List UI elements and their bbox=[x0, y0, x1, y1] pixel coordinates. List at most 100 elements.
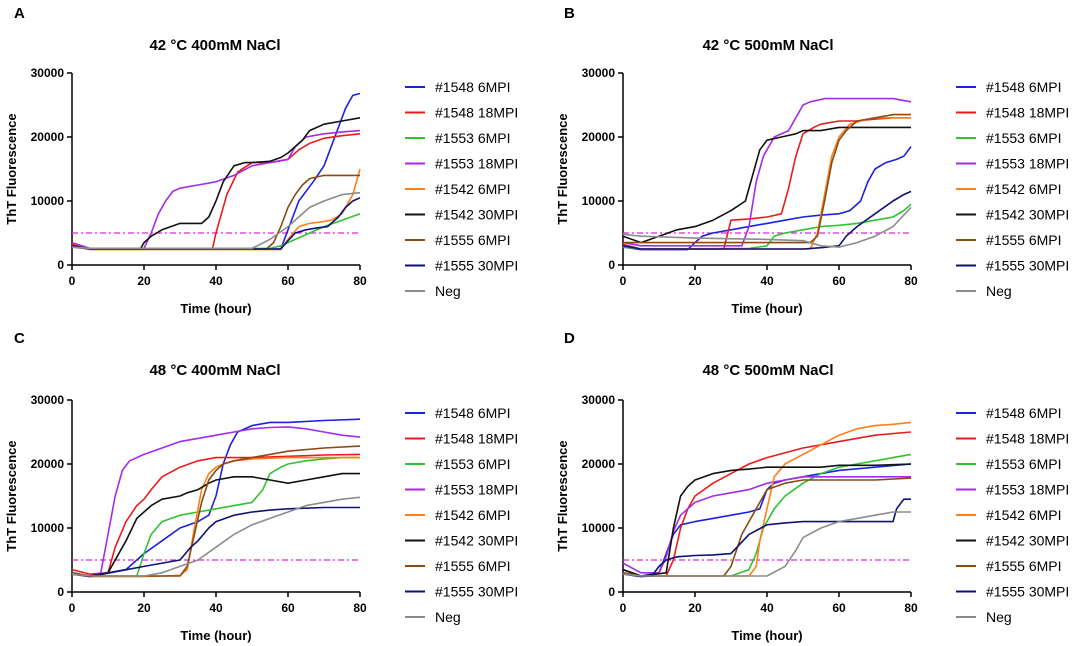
series-line-1548-6mpi bbox=[622, 146, 912, 251]
chart-panel-d: D 48 °C 500mM NaCl ThT Fluorescence Time (h… bbox=[555, 330, 1069, 643]
legend-label: #1555 6MPI bbox=[435, 232, 511, 248]
chart-panel-a: A 42 °C 400mM NaCl ThT Fluorescence Time (h… bbox=[4, 5, 518, 316]
panel-letter: D bbox=[564, 330, 575, 347]
series-line-1555-30mpi bbox=[71, 197, 361, 250]
x-tick-label: 40 bbox=[209, 274, 223, 288]
x-tick-label: 20 bbox=[688, 274, 702, 288]
y-tick-label: 0 bbox=[57, 258, 64, 272]
series-line-1548-6mpi bbox=[71, 92, 361, 250]
legend-label: Neg bbox=[435, 609, 461, 625]
legend-label: #1555 30MPI bbox=[435, 258, 518, 274]
series-line-1555-6mpi bbox=[622, 477, 912, 577]
y-tick-label: 20000 bbox=[582, 130, 616, 144]
y-tick-label: 20000 bbox=[582, 457, 616, 471]
legend-label: #1555 30MPI bbox=[986, 258, 1069, 274]
y-tick-label: 0 bbox=[57, 585, 64, 599]
series-line-1542-30mpi bbox=[71, 117, 361, 250]
series-line-1542-6mpi bbox=[622, 421, 912, 577]
x-tick-label: 20 bbox=[137, 601, 151, 615]
y-tick-label: 10000 bbox=[31, 521, 65, 535]
y-axis-label: ThT Fluorescence bbox=[555, 440, 570, 551]
legend-label: #1553 18MPI bbox=[435, 156, 518, 172]
legend-label: #1555 6MPI bbox=[435, 558, 511, 574]
x-tick-label: 60 bbox=[281, 601, 295, 615]
y-tick-label: 20000 bbox=[31, 130, 65, 144]
legend-label: #1553 18MPI bbox=[986, 482, 1069, 498]
x-tick-label: 80 bbox=[353, 601, 367, 615]
legend-label: Neg bbox=[986, 609, 1012, 625]
y-axis-label: ThT Fluorescence bbox=[555, 113, 570, 224]
legend-label: #1553 18MPI bbox=[986, 156, 1069, 172]
x-tick-label: 0 bbox=[69, 601, 76, 615]
series-line-1548-18mpi bbox=[71, 133, 361, 250]
x-tick-label: 60 bbox=[832, 274, 846, 288]
series-line-1548-6mpi bbox=[71, 418, 361, 577]
series-line-1555-6mpi bbox=[71, 445, 361, 577]
legend-label: Neg bbox=[435, 283, 461, 299]
legend-label: #1542 30MPI bbox=[986, 533, 1069, 549]
x-tick-label: 40 bbox=[760, 274, 774, 288]
x-tick-label: 0 bbox=[620, 274, 627, 288]
x-tick-label: 80 bbox=[353, 274, 367, 288]
legend-label: #1548 6MPI bbox=[986, 405, 1062, 421]
chart-panel-b: B 42 °C 500mM NaCl ThT Fluorescence Time (h… bbox=[555, 5, 1069, 316]
legend-label: #1542 6MPI bbox=[435, 181, 511, 197]
series-line-1553-18mpi bbox=[71, 426, 361, 577]
panel-letter: C bbox=[14, 330, 25, 347]
series-line-1555-30mpi bbox=[71, 506, 360, 578]
legend-label: #1548 18MPI bbox=[986, 105, 1069, 121]
series-line-1555-6mpi bbox=[71, 174, 360, 250]
legend-label: #1542 6MPI bbox=[986, 507, 1062, 523]
legend-label: #1548 18MPI bbox=[986, 431, 1069, 447]
x-tick-label: 0 bbox=[620, 601, 627, 615]
series-line-1553-6mpi bbox=[71, 456, 360, 577]
series-line-1553-6mpi bbox=[622, 203, 912, 250]
x-tick-label: 60 bbox=[281, 274, 295, 288]
x-tick-label: 80 bbox=[904, 274, 918, 288]
legend-label: #1555 30MPI bbox=[435, 584, 518, 600]
series-line-1542-30mpi bbox=[622, 126, 911, 244]
legend-label: #1548 6MPI bbox=[435, 405, 511, 421]
legend-label: #1548 6MPI bbox=[986, 79, 1062, 95]
y-tick-label: 10000 bbox=[582, 194, 616, 208]
y-tick-label: 30000 bbox=[582, 66, 616, 80]
legend-label: #1555 6MPI bbox=[986, 232, 1062, 248]
legend-label: #1548 18MPI bbox=[435, 105, 518, 121]
legend-label: #1553 6MPI bbox=[435, 130, 511, 146]
chart-panel-c: C 48 °C 400mM NaCl ThT Fluorescence Time (h… bbox=[4, 330, 518, 643]
y-axis-label: ThT Fluorescence bbox=[4, 440, 19, 551]
y-tick-label: 30000 bbox=[582, 393, 616, 407]
x-tick-label: 20 bbox=[688, 601, 702, 615]
x-tick-label: 80 bbox=[904, 601, 918, 615]
legend-label: #1542 6MPI bbox=[435, 507, 511, 523]
x-tick-label: 0 bbox=[69, 274, 76, 288]
x-tick-label: 60 bbox=[832, 601, 846, 615]
legend-label: #1553 6MPI bbox=[435, 456, 511, 472]
series-line-1553-6mpi bbox=[622, 453, 912, 577]
x-tick-label: 20 bbox=[137, 274, 151, 288]
chart-title: 42 °C 400mM NaCl bbox=[149, 37, 280, 54]
series-line-1542-30mpi bbox=[71, 472, 360, 577]
legend-label: #1555 30MPI bbox=[986, 584, 1069, 600]
legend-label: #1542 30MPI bbox=[986, 207, 1069, 223]
legend-label: #1553 6MPI bbox=[986, 130, 1062, 146]
y-tick-label: 30000 bbox=[31, 66, 65, 80]
y-tick-label: 30000 bbox=[31, 393, 65, 407]
y-axis-label: ThT Fluorescence bbox=[4, 113, 19, 224]
legend-label: #1542 6MPI bbox=[986, 181, 1062, 197]
series-line-1553-18mpi bbox=[622, 97, 912, 247]
legend-label: #1542 30MPI bbox=[435, 533, 518, 549]
series-line-1555-30mpi bbox=[622, 190, 912, 250]
series-line-1553-18mpi bbox=[71, 129, 361, 250]
panel-letter: A bbox=[14, 5, 25, 22]
legend-label: #1548 18MPI bbox=[435, 431, 518, 447]
series-line-1548-18mpi bbox=[71, 453, 361, 575]
x-axis-label: Time (hour) bbox=[180, 628, 251, 643]
series-line-1548-18mpi bbox=[622, 431, 912, 577]
legend-label: #1553 6MPI bbox=[986, 456, 1062, 472]
chart-title: 48 °C 500mM NaCl bbox=[702, 362, 833, 379]
series-line-neg bbox=[622, 206, 912, 248]
legend-label: #1553 18MPI bbox=[435, 482, 518, 498]
series-line-1555-6mpi bbox=[623, 113, 911, 244]
